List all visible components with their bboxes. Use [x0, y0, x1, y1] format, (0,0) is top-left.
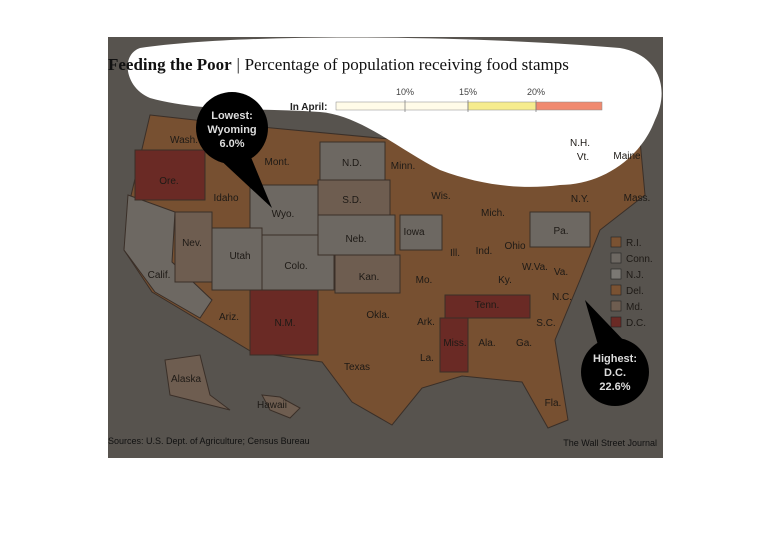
highlight: [127, 37, 662, 187]
credit: The Wall Street Journal: [563, 438, 657, 448]
state-label: Ind.: [476, 246, 493, 257]
small-state-swatch: [610, 316, 622, 328]
legend-label: In April:: [290, 102, 327, 113]
small-state-label: R.I.: [626, 238, 642, 249]
callout-heading: Highest:: [593, 353, 637, 365]
state-label: Tenn.: [475, 300, 499, 311]
state-label: Neb.: [345, 234, 366, 245]
state-utah: [211, 227, 263, 291]
state-label: Hawaii: [257, 400, 287, 411]
state-label: Kan.: [359, 272, 380, 283]
state-ore: [134, 149, 206, 201]
state-nm: [249, 289, 319, 356]
state-label: N.C.: [552, 292, 572, 303]
small-state-swatch: [610, 252, 622, 264]
state-label: Ark.: [417, 317, 435, 328]
state-label: Mass.: [624, 193, 651, 204]
state-label: Wash.: [170, 135, 198, 146]
legend-tick-label: 10%: [396, 87, 414, 97]
state-label: W.Va.: [522, 262, 548, 273]
state-label: Ohio: [504, 241, 526, 252]
state-label: Vt.: [577, 152, 589, 163]
bubble: [581, 338, 649, 406]
highest-callout: Highest: D.C. 22.6%: [581, 300, 649, 406]
small-state-label: Del.: [626, 286, 644, 297]
callout-heading: Lowest:: [211, 110, 253, 122]
state-label: Miss.: [443, 338, 466, 349]
state-label: Idaho: [213, 193, 238, 204]
small-state-label: Conn.: [626, 254, 653, 265]
state-label: Iowa: [403, 227, 425, 238]
state-label: Fla.: [545, 398, 562, 409]
pointer: [585, 300, 628, 345]
state-label: Ariz.: [219, 312, 239, 323]
state-label: N.M.: [274, 318, 295, 329]
small-state-swatch: [610, 284, 622, 296]
title: Feeding the Poor | Percentage of populat…: [108, 55, 569, 74]
legend-high: [535, 101, 603, 111]
lowest-callout: Lowest: Wyoming 6.0%: [196, 92, 272, 208]
state-label: Wis.: [431, 191, 450, 202]
state-label: Mich.: [481, 208, 505, 219]
title-main: Feeding the Poor: [108, 55, 232, 74]
small-state-label: N.J.: [626, 270, 644, 281]
state-label: Mo.: [416, 275, 433, 286]
state-label: N.Y.: [571, 194, 589, 205]
state-kan: [334, 254, 401, 294]
callout-state: D.C.: [604, 367, 626, 379]
state-label: N.H.: [570, 138, 590, 149]
state-label: S.D.: [342, 195, 361, 206]
state-label: Ore.: [159, 176, 178, 187]
state-label: Utah: [229, 251, 250, 262]
state-label: Va.: [554, 267, 568, 278]
state-label: Texas: [344, 362, 370, 373]
state-label: Colo.: [284, 261, 307, 272]
state-iowa: [399, 214, 443, 251]
state-label: Ky.: [498, 275, 512, 286]
bubble: [196, 92, 268, 164]
state-label: Nev.: [182, 238, 202, 249]
state-label: Ill.: [450, 248, 460, 259]
callout-value: 22.6%: [599, 381, 630, 393]
state-nd: [319, 141, 386, 181]
state-label: Alaska: [171, 374, 201, 385]
small-state-swatch: [610, 236, 622, 248]
state-label: S.C.: [536, 318, 555, 329]
state-label: Pa.: [553, 226, 568, 237]
state-label: Calif.: [148, 270, 171, 281]
subtitle: Percentage of population receiving food …: [245, 55, 569, 74]
state-label: Minn.: [391, 161, 415, 172]
small-state-label: D.C.: [626, 318, 646, 329]
state-label: Mont.: [264, 157, 289, 168]
hawaii: [261, 394, 301, 419]
state-label: Ga.: [516, 338, 532, 349]
pointer: [215, 150, 272, 208]
sources: Sources: U.S. Dept. of Agriculture; Cens…: [108, 436, 310, 446]
callout-value: 6.0%: [219, 138, 244, 150]
legend-tick-label: 20%: [527, 87, 545, 97]
state-pa: [529, 211, 591, 248]
callout-state: Wyoming: [207, 124, 256, 136]
state-label: Okla.: [366, 310, 389, 321]
state-label: Maine: [613, 151, 641, 162]
state-label: Wyo.: [272, 209, 295, 220]
state-label: La.: [420, 353, 434, 364]
state-label: Ala.: [478, 338, 495, 349]
separator: |: [236, 55, 239, 74]
small-state-label: Md.: [626, 302, 643, 313]
legend-tick-label: 15%: [459, 87, 477, 97]
small-state-swatch: [610, 300, 622, 312]
state-tenn: [444, 294, 531, 319]
state-miss: [439, 317, 469, 373]
alaska: [164, 354, 231, 411]
legend-low: [335, 101, 469, 111]
legend-mid: [467, 101, 537, 111]
small-state-swatch: [610, 268, 622, 280]
state-label: N.D.: [342, 158, 362, 169]
